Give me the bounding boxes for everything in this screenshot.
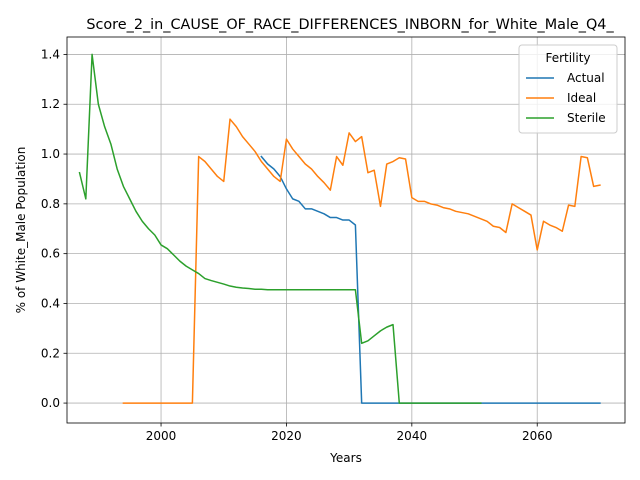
series-line-sterile <box>78 53 482 404</box>
chart-title: Score_2_in_CAUSE_OF_RACE_DIFFERENCES_INB… <box>86 17 614 33</box>
series-line-actual <box>260 155 601 404</box>
x-axis-ticks: 2000 2020 2040 2060 <box>146 423 553 443</box>
legend-title: Fertility <box>545 51 590 65</box>
x-tick-label: 2040 <box>397 429 428 443</box>
grid-lines <box>67 37 625 423</box>
legend-label-actual: Actual <box>567 71 605 85</box>
y-tick-label: 1.2 <box>41 97 60 111</box>
x-tick-label: 2060 <box>522 429 553 443</box>
series-line-ideal <box>122 118 601 404</box>
y-tick-label: 0.2 <box>41 346 60 360</box>
legend-frame <box>518 44 618 134</box>
legend-entries: Actual Ideal Sterile <box>526 71 606 125</box>
x-axis-label: Years <box>329 451 362 465</box>
legend-label-sterile: Sterile <box>567 111 606 125</box>
series-layer <box>78 53 601 404</box>
y-tick-label: 0.0 <box>41 396 60 410</box>
y-tick-label: 0.6 <box>41 247 60 261</box>
y-tick-label: 1.4 <box>41 47 60 61</box>
y-axis-ticks: 0.0 0.2 0.4 0.6 0.8 1.0 1.2 1.4 <box>41 47 67 410</box>
y-axis-label: % of White_Male Population <box>14 147 28 314</box>
x-tick-label: 2000 <box>146 429 177 443</box>
legend: Fertility Actual Ideal Sterile <box>518 44 618 134</box>
y-tick-label: 1.0 <box>41 147 60 161</box>
y-tick-label: 0.8 <box>41 197 60 211</box>
plot-area-frame <box>66 36 626 424</box>
legend-label-ideal: Ideal <box>567 91 596 105</box>
y-tick-label: 0.4 <box>41 296 60 310</box>
x-tick-label: 2020 <box>271 429 302 443</box>
